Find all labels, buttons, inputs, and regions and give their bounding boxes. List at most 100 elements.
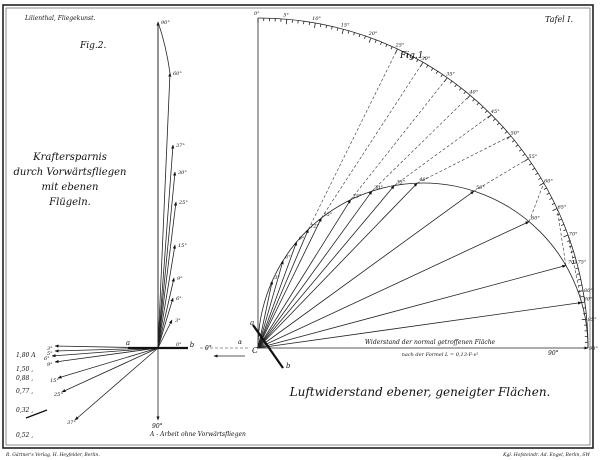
fig1-scale-tick: [571, 262, 577, 265]
fig1-scale-tick: [341, 29, 344, 35]
fig1-curve-label: 60°: [531, 216, 540, 222]
fig1-resultant-vector: [257, 199, 352, 349]
fig1-scale-tick: [435, 71, 439, 74]
fig1-resultant-vector: [257, 221, 530, 349]
fig1-scale-tick: [390, 46, 393, 50]
fig1-projection-line: [473, 158, 529, 192]
fig1-scale-label: 90°: [589, 346, 598, 352]
fig2-up-label: 15°: [178, 243, 187, 249]
fig2-ratio-label: 1,50 ,: [16, 366, 33, 373]
fig2-up-vector: [157, 297, 174, 349]
fig1-scale-tick: [454, 84, 457, 88]
fig1-curve-label: 50°: [476, 185, 485, 191]
fig2-legend: A - Arbeit ohne Vorwärtsfliegen: [149, 431, 246, 438]
fig2-up-vector: [157, 201, 178, 349]
fig1-baseline-text: Widerstand der normal getroffenen Fläche: [365, 339, 496, 346]
fig1-scale-tick: [364, 35, 366, 39]
fig2-ratio-label: 0,88 ,: [16, 375, 33, 382]
fig1-scale-tick: [353, 32, 355, 36]
fig1-scale-tick: [476, 102, 480, 106]
fig1-scale-tick: [325, 25, 328, 29]
fig1-resultant-vector: [257, 260, 284, 349]
fig1-projection-line: [528, 182, 545, 222]
fig1-scale-tick: [411, 56, 414, 60]
fig1-scale-tick: [496, 122, 500, 126]
fig1-resultant-vector: [257, 217, 322, 349]
fig1-plate-a: a: [250, 319, 254, 327]
fig1-curve-label: 12°: [310, 223, 319, 229]
fig2-ratio-bar: [25, 409, 48, 419]
fig2-down-vector: [74, 347, 159, 421]
fig2-down-label: 25°: [53, 392, 63, 398]
fig1-scale-tick: [552, 208, 558, 212]
fig1-scale-tick: [426, 64, 429, 68]
printer-credit: Kgl. Hofsteindr. Ad. Engel, Berlin, SW: [502, 452, 590, 458]
fig1-scale-label: 25°: [395, 42, 405, 48]
fig2-plate-b: b: [190, 341, 195, 349]
fig2-up-label: 25°: [178, 200, 188, 206]
fig1-scale-tick: [487, 114, 492, 119]
fig2-caption-line: durch Vorwärtsfliegen: [14, 167, 127, 178]
fig1-scale-tick: [314, 22, 316, 29]
fig1-scale-tick: [549, 197, 553, 200]
fig2-caption-line: Kraftersparnis: [32, 152, 107, 163]
fig1-resultant-vector: [257, 185, 395, 349]
fig1-scale-tick: [563, 229, 567, 232]
frame-outer: [2, 4, 594, 449]
fig1-curve-label: 30°: [374, 185, 383, 191]
fig2-down-label: 9°: [47, 362, 53, 368]
fig1-scale-tick: [511, 140, 515, 143]
fig1-scale-tick: [380, 41, 382, 45]
fig1-scale-label: 60°: [544, 179, 553, 185]
fig1-curve-label: 9°: [299, 236, 305, 242]
fig1-scale-tick: [561, 224, 565, 226]
fig1-scale-tick: [480, 106, 484, 110]
fig2-up-vector: [157, 72, 172, 349]
fig2-down-vector: [57, 347, 159, 379]
fig2-up-vector: [157, 171, 177, 349]
fig2-up-label: 60°: [173, 71, 182, 77]
fig1-resultant-vector: [257, 182, 418, 349]
fig1-end-label: 90°: [548, 350, 559, 357]
fig1-scale-tick: [567, 240, 571, 242]
fig2-caption-line: mit ebenen: [42, 182, 99, 193]
fig1-projection-line: [308, 48, 398, 230]
fig1-resultant-vector: [257, 190, 373, 349]
fig1-projection-line: [321, 62, 424, 219]
fig1-curve-label: 25°: [352, 194, 362, 200]
fig1-scale-label: 40°: [468, 89, 478, 95]
fig1-scale-tick: [472, 98, 475, 102]
fig1-resistance-curve: [257, 182, 589, 349]
fig2-ratio-label: 1,80 A: [16, 352, 36, 359]
fig2-down-label: 37°: [67, 420, 76, 426]
fig1-scale-tick: [577, 290, 584, 292]
fig2-label: Fig.2.: [79, 41, 106, 51]
frame-inner: [5, 7, 591, 446]
fig1-scale-tick: [576, 273, 580, 275]
fig1-resultant-vector: [257, 241, 297, 349]
fig2-down-vector: [51, 347, 159, 358]
fig1-scale-tick: [440, 74, 443, 78]
fig1-projection-line: [394, 114, 492, 186]
fig2-ratio-label: 0,77 ,: [16, 388, 33, 395]
fig1-scale-tick: [546, 192, 550, 195]
fig2-caption-line: Flügeln.: [48, 197, 91, 208]
author-title: Lilienthal, Fliegekunst.: [24, 15, 96, 22]
fig1-resultant-vector: [257, 264, 567, 349]
fig1-scale-tick: [535, 172, 539, 176]
fig1-scale-tick: [492, 118, 496, 122]
fig1-scale-tick: [543, 187, 547, 190]
fig1-scale-tick: [539, 182, 544, 186]
fig1-scale-label: 5°: [283, 12, 289, 18]
plate-number: Tafel I.: [545, 15, 573, 24]
fig2-bottom-label: 90°: [152, 423, 163, 430]
fig1-scale-tick: [385, 44, 388, 48]
fig1-scale-label: 55°: [528, 154, 537, 160]
fig2-ratio-label: 0,32 ,: [16, 407, 33, 414]
fig1-scale-tick: [449, 80, 453, 84]
fig1-scale-tick: [506, 135, 512, 140]
fig1-scale-tick: [518, 149, 522, 152]
fig2-up-vector: [157, 244, 176, 349]
fig1-projection-line: [567, 235, 582, 303]
